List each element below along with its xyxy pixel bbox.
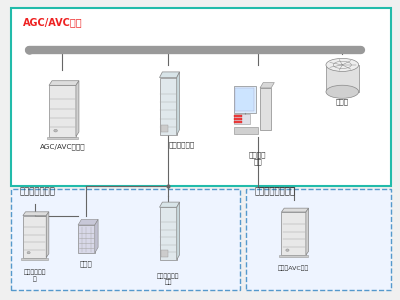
Text: 电网调度中心专网: 电网调度中心专网 xyxy=(255,187,296,196)
Text: 调控制AVC系统: 调控制AVC系统 xyxy=(278,266,309,272)
Circle shape xyxy=(27,251,30,254)
Bar xyxy=(160,77,177,135)
Bar xyxy=(280,255,308,257)
Polygon shape xyxy=(306,208,308,255)
Bar xyxy=(234,121,242,123)
Bar xyxy=(282,212,306,255)
Bar xyxy=(47,136,78,139)
Polygon shape xyxy=(177,72,180,135)
Bar xyxy=(11,189,240,290)
Text: 光伏电站通讯室: 光伏电站通讯室 xyxy=(20,187,56,196)
Bar xyxy=(260,88,271,130)
Polygon shape xyxy=(46,212,49,257)
Bar xyxy=(246,189,391,290)
Ellipse shape xyxy=(326,58,359,71)
Bar xyxy=(78,225,95,253)
Text: AGC/AVC系统: AGC/AVC系统 xyxy=(23,17,82,27)
Bar xyxy=(161,250,168,257)
Bar xyxy=(234,127,258,134)
Polygon shape xyxy=(160,72,180,77)
Polygon shape xyxy=(49,81,79,85)
Text: 规约转换装置: 规约转换装置 xyxy=(169,141,195,148)
Text: AGC/AVC服务器: AGC/AVC服务器 xyxy=(40,143,85,150)
Bar xyxy=(49,85,76,136)
Ellipse shape xyxy=(326,85,359,98)
Bar xyxy=(326,65,359,92)
Circle shape xyxy=(286,249,289,251)
Text: 光力率预测系
统: 光力率预测系 统 xyxy=(23,269,46,282)
Polygon shape xyxy=(282,208,308,212)
Text: 操作员工
作站: 操作员工 作站 xyxy=(249,151,266,165)
Text: 防火墙: 防火墙 xyxy=(80,261,93,267)
Bar xyxy=(234,118,242,120)
Text: 交换机: 交换机 xyxy=(336,99,349,105)
Bar xyxy=(160,207,177,260)
Polygon shape xyxy=(78,219,98,225)
Bar xyxy=(234,86,256,113)
Bar xyxy=(234,115,242,117)
Polygon shape xyxy=(23,212,49,216)
Bar xyxy=(21,257,48,260)
Bar xyxy=(161,124,168,132)
Bar xyxy=(23,216,46,257)
Polygon shape xyxy=(95,219,98,253)
Bar xyxy=(11,8,391,186)
Polygon shape xyxy=(177,202,180,260)
Bar xyxy=(234,114,250,124)
Polygon shape xyxy=(76,81,79,136)
Polygon shape xyxy=(260,82,274,88)
Circle shape xyxy=(54,129,57,132)
Text: 光伏电站监控
系统: 光伏电站监控 系统 xyxy=(157,273,179,285)
Polygon shape xyxy=(160,202,180,207)
Bar xyxy=(235,88,254,111)
